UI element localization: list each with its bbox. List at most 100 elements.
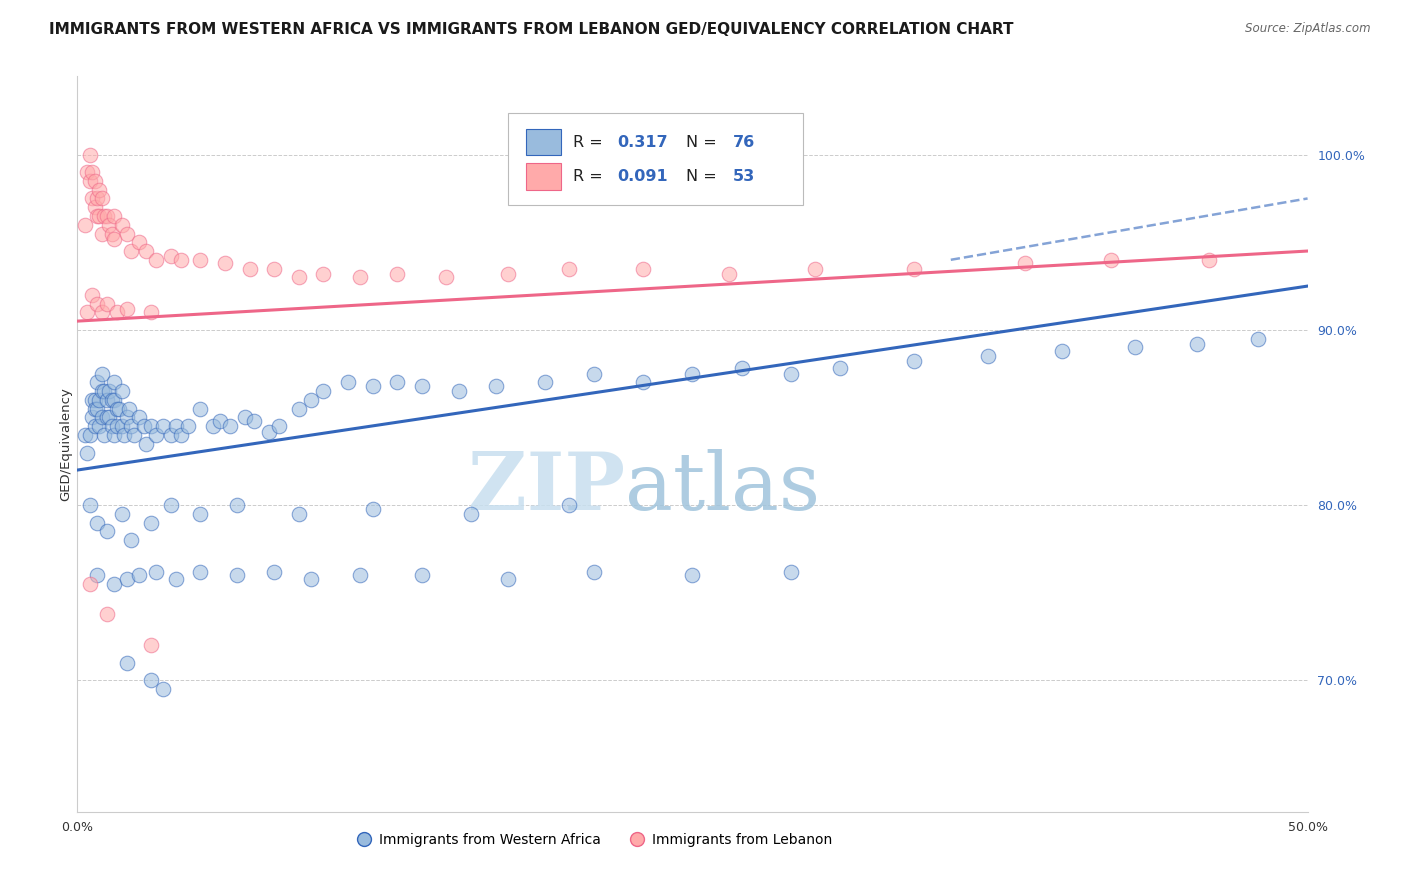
Point: [337, 376, 360, 390]
Point: [288, 401, 311, 416]
Point: [93, 428, 115, 442]
Text: IMMIGRANTS FROM WESTERN AFRICA VS IMMIGRANTS FROM LEBANON GED/EQUIVALENCY CORREL: IMMIGRANTS FROM WESTERN AFRICA VS IMMIGR…: [49, 22, 1014, 37]
Point: [135, 244, 157, 258]
Point: [141, 516, 163, 530]
Point: [385, 376, 409, 390]
Point: [188, 507, 212, 521]
Point: [73, 428, 96, 442]
Point: [152, 682, 174, 697]
Point: [165, 419, 187, 434]
Point: [79, 577, 101, 591]
Point: [682, 568, 704, 582]
Point: [93, 384, 115, 399]
Point: [558, 498, 581, 512]
Point: [299, 572, 322, 586]
Point: [780, 565, 803, 579]
Point: [90, 305, 114, 319]
Point: [90, 384, 114, 399]
Point: [312, 384, 335, 399]
Point: [141, 305, 163, 319]
Point: [214, 256, 236, 270]
Point: [76, 305, 98, 319]
Point: [83, 174, 105, 188]
Point: [132, 419, 155, 434]
Point: [903, 261, 925, 276]
Point: [101, 227, 124, 241]
Point: [447, 384, 470, 399]
Point: [98, 410, 121, 425]
Point: [103, 428, 125, 442]
Point: [411, 379, 433, 393]
Point: [86, 376, 108, 390]
Point: [83, 401, 105, 416]
Point: [170, 252, 193, 267]
Point: [90, 367, 114, 381]
Text: R =: R =: [574, 135, 607, 150]
Point: [903, 354, 925, 368]
Point: [103, 376, 125, 390]
Point: [583, 565, 606, 579]
Point: [1099, 252, 1122, 267]
Point: [111, 419, 132, 434]
Text: ZIP: ZIP: [468, 449, 624, 527]
Point: [103, 577, 125, 591]
Point: [79, 174, 101, 188]
Point: [89, 209, 111, 223]
Point: [82, 288, 104, 302]
Point: [105, 419, 128, 434]
Point: [160, 428, 183, 442]
Point: [718, 267, 741, 281]
Point: [122, 428, 145, 442]
Point: [160, 498, 183, 512]
Point: [804, 261, 827, 276]
Point: [103, 209, 125, 223]
Point: [79, 428, 101, 442]
Point: [152, 419, 174, 434]
Point: [496, 572, 519, 586]
Bar: [526, 163, 561, 190]
Point: [115, 572, 138, 586]
Point: [76, 165, 98, 179]
Point: [288, 270, 311, 285]
Point: [98, 218, 121, 232]
Point: [83, 419, 105, 434]
Point: [780, 367, 803, 381]
Point: [86, 568, 108, 582]
Point: [1185, 337, 1208, 351]
Text: 0.317: 0.317: [617, 135, 668, 150]
Point: [411, 568, 433, 582]
Point: [830, 361, 852, 376]
Point: [79, 498, 101, 512]
Point: [112, 428, 135, 442]
Point: [496, 267, 519, 281]
Point: [977, 349, 1000, 363]
Point: [86, 401, 108, 416]
Point: [96, 410, 118, 425]
Point: [558, 261, 581, 276]
Point: [165, 572, 187, 586]
Point: [121, 244, 143, 258]
Point: [534, 376, 557, 390]
Point: [89, 419, 111, 434]
Point: [82, 392, 104, 407]
Point: [243, 414, 266, 428]
Text: N =: N =: [686, 169, 723, 184]
Point: [160, 249, 183, 263]
Point: [111, 384, 132, 399]
Point: [89, 183, 111, 197]
Point: [141, 673, 163, 688]
Point: [226, 568, 249, 582]
Point: [188, 401, 212, 416]
Point: [1014, 256, 1036, 270]
Point: [219, 419, 242, 434]
Point: [288, 507, 311, 521]
Point: [82, 410, 104, 425]
Point: [1247, 332, 1270, 346]
Point: [93, 209, 115, 223]
Point: [96, 392, 118, 407]
Point: [76, 445, 98, 459]
Point: [385, 267, 409, 281]
Point: [79, 147, 101, 161]
Point: [98, 384, 121, 399]
Point: [135, 436, 157, 450]
